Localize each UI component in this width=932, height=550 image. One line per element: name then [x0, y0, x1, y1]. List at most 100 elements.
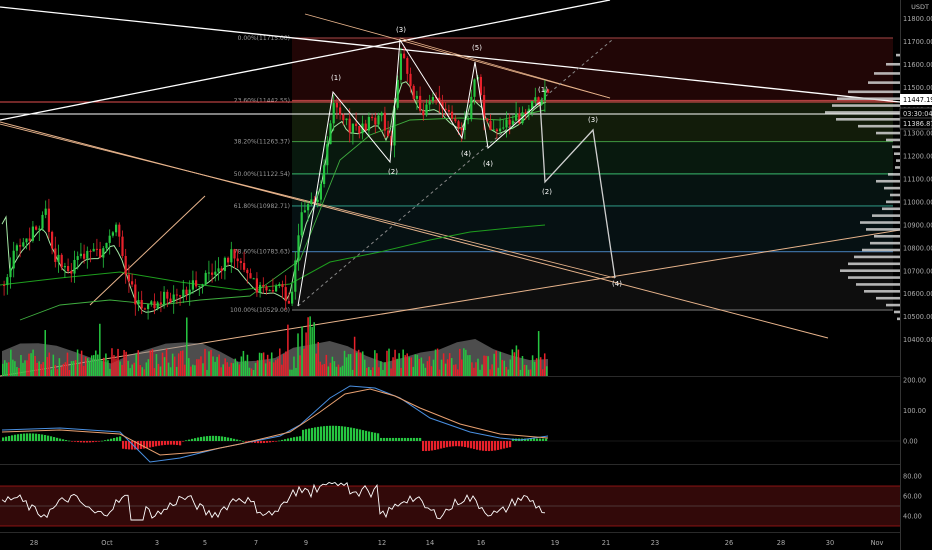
time-axis-label: Nov	[871, 539, 884, 547]
volume-bar	[426, 361, 429, 376]
volume-bar	[422, 363, 425, 376]
wave-label: (3)	[588, 116, 598, 124]
macd-histogram-bar	[440, 441, 443, 449]
volume-bar	[101, 360, 103, 376]
volume-bar	[507, 369, 510, 376]
macd-histogram-bar	[356, 428, 359, 441]
volume-bar	[200, 356, 202, 376]
candle-body	[364, 123, 367, 131]
volume-profile-bar	[858, 124, 900, 128]
candle-body	[217, 268, 220, 272]
volume-bar	[529, 369, 532, 376]
candle-body	[38, 228, 41, 230]
macd-histogram-bar	[158, 441, 161, 446]
candle-body	[387, 130, 390, 136]
volume-profile-bar	[866, 228, 900, 231]
candle-body	[28, 238, 31, 241]
candle-body	[291, 291, 294, 304]
macd-histogram-bar	[359, 429, 362, 441]
macd-histogram-bar	[524, 438, 527, 441]
macd-histogram-bar	[92, 441, 95, 443]
trend-line	[89, 195, 206, 306]
fib-zone	[292, 173, 893, 206]
volume-bar	[487, 356, 489, 376]
macd-histogram-bar	[317, 426, 320, 441]
volume-bar	[493, 353, 495, 376]
volume-bar	[204, 348, 206, 376]
macd-histogram-bar	[473, 441, 476, 450]
candle-body	[329, 123, 332, 145]
candle-body	[121, 236, 124, 256]
volume-bar	[537, 331, 540, 376]
volume-bar	[119, 361, 121, 376]
volume-bar	[323, 363, 326, 376]
price-axis-label: 10400.00	[903, 336, 932, 344]
macd-axis-label: 0.00	[903, 438, 918, 446]
candle-body	[351, 123, 354, 133]
volume-bar	[252, 369, 255, 376]
volume-bar	[295, 367, 297, 376]
macd-histogram-bar	[185, 440, 188, 441]
volume-bar	[107, 360, 109, 376]
macd-histogram-bar	[17, 434, 20, 441]
moving-average-fast	[1, 81, 547, 313]
volume-bar	[519, 369, 522, 376]
time-axis-label: 5	[203, 539, 207, 547]
macd-histogram-bar	[23, 433, 26, 441]
volume-bar	[175, 366, 178, 376]
volume-bar	[461, 359, 463, 376]
last-price-text: 11447.19	[903, 96, 932, 104]
volume-bar	[517, 349, 520, 376]
macd-histogram-bar	[224, 436, 227, 441]
macd-histogram-bar	[230, 438, 233, 441]
volume-bar	[210, 349, 212, 376]
macd-histogram-bar	[209, 435, 212, 441]
candle-body	[243, 262, 246, 270]
volume-bar	[262, 352, 265, 376]
volume-profile-bar	[864, 290, 900, 293]
volume-bar	[430, 366, 433, 376]
candle-body	[137, 300, 140, 305]
candle-body	[515, 113, 518, 121]
volume-bar	[232, 363, 235, 376]
macd-histogram-bar	[41, 434, 44, 441]
volume-bar	[301, 326, 303, 376]
candle-body	[169, 298, 172, 303]
candle-body	[383, 112, 386, 131]
trend-line	[0, 6, 901, 103]
fib-level-label: 100.00%(10529.00)	[230, 307, 290, 314]
macd-histogram-bar	[89, 441, 92, 443]
candle-body	[367, 116, 370, 131]
macd-histogram-bar	[176, 441, 179, 445]
volume-bar	[272, 362, 275, 376]
macd-histogram-bar	[44, 435, 47, 441]
candle-body	[447, 110, 450, 112]
volume-profile-bar	[840, 269, 900, 272]
volume-profile-bar	[896, 159, 900, 162]
fib-level-label: 0.00%(11715.00)	[238, 35, 290, 42]
volume-bar	[113, 355, 115, 376]
macd-histogram-bar	[425, 441, 428, 452]
macd-histogram-bar	[182, 441, 185, 442]
volume-bar	[22, 362, 24, 376]
volume-bar	[523, 364, 526, 376]
volume-bar	[390, 368, 392, 376]
candle-body	[134, 284, 137, 305]
volume-bar	[18, 368, 20, 376]
volume-bar	[58, 358, 61, 376]
volume-bar	[418, 358, 421, 376]
macd-histogram-bar	[545, 438, 548, 441]
volume-profile-bar	[896, 53, 900, 57]
macd-histogram-bar	[221, 436, 224, 441]
volume-bar	[93, 355, 95, 376]
wave-label: (5)	[472, 44, 482, 52]
volume-bar	[8, 362, 10, 376]
volume-bar	[212, 356, 214, 376]
macd-histogram-bar	[164, 441, 167, 445]
candle-body	[396, 79, 399, 108]
price-axis-label: 11200.00	[903, 153, 932, 161]
macd-histogram-bar	[101, 440, 104, 442]
price-axis-label: 10900.00	[903, 221, 932, 229]
